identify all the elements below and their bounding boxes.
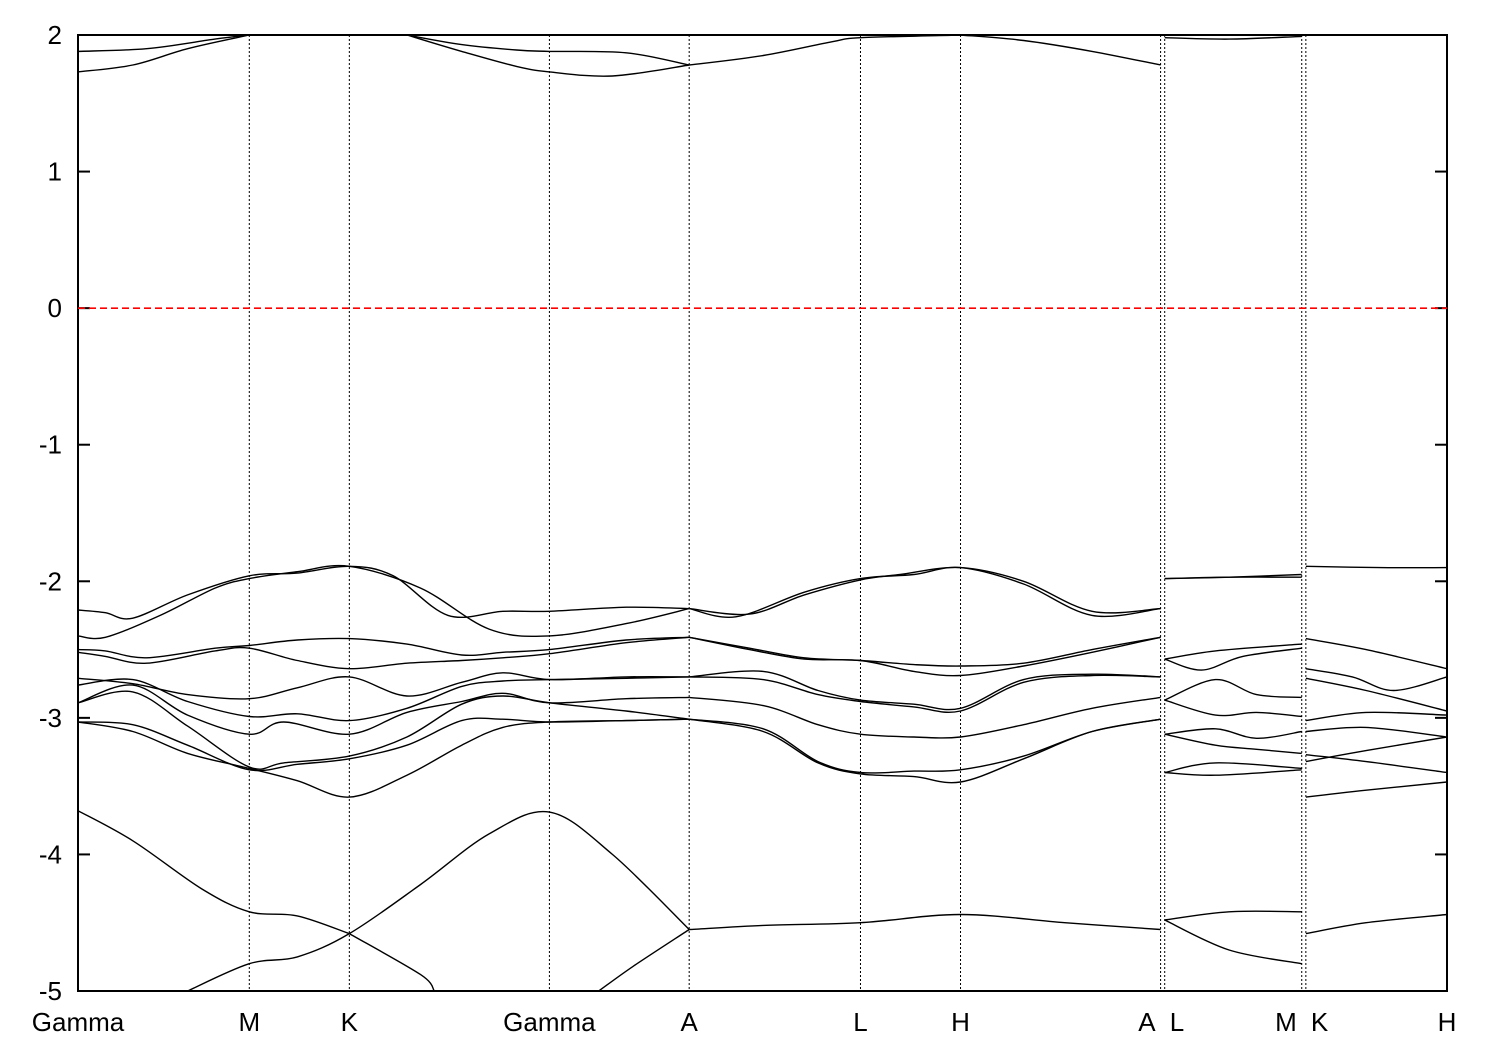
x-tick-label: Gamma: [503, 1007, 596, 1037]
band-line: [348, 932, 435, 991]
band-line: [689, 674, 1161, 714]
band-line: [78, 717, 690, 772]
band-line: [689, 718, 1161, 774]
band-line: [689, 670, 1161, 711]
x-tick-label: A: [681, 1007, 699, 1037]
band-line: [78, 35, 250, 53]
y-tick-label: -1: [39, 430, 62, 460]
band-line: [598, 928, 690, 991]
band-line: [960, 35, 1161, 66]
band-line: [1305, 781, 1447, 798]
band-line: [1164, 733, 1302, 755]
x-tick-label: M: [1275, 1007, 1297, 1037]
y-tick-label: -3: [39, 703, 62, 733]
x-tick-label: Gamma: [32, 1007, 125, 1037]
band-line: [1164, 647, 1302, 671]
band-line: [689, 566, 1161, 616]
band-line: [187, 810, 690, 991]
band-line: [1164, 910, 1302, 921]
band-line: [689, 696, 1161, 739]
bands: [78, 35, 1447, 991]
band-line: [78, 672, 690, 700]
y-axis: 2 1 0 -1 -2 -3 -4 -5: [39, 20, 1447, 1006]
band-line: [689, 636, 1161, 677]
y-tick-label: 0: [48, 293, 62, 323]
band-line: [1164, 728, 1302, 740]
band-line: [689, 566, 1161, 618]
band-line: [406, 35, 690, 66]
band-line: [1305, 913, 1447, 935]
band-line: [78, 718, 690, 798]
band-line: [78, 676, 690, 722]
x-tick-label: K: [1311, 1007, 1329, 1037]
band-line: [689, 718, 1161, 784]
x-tick-label: M: [238, 1007, 260, 1037]
band-line: [1164, 762, 1302, 774]
band-line: [1305, 711, 1447, 722]
band-line: [78, 35, 250, 73]
band-line: [1305, 668, 1447, 692]
band-line: [406, 35, 690, 77]
band-line: [689, 913, 1161, 931]
kpoint-dividers: [248, 35, 1307, 991]
band-line: [1305, 754, 1447, 774]
band-line: [1305, 726, 1447, 738]
band-line: [1164, 919, 1302, 965]
band-line: [1164, 769, 1302, 776]
y-tick-label: 1: [48, 157, 62, 187]
y-tick-label: 2: [48, 20, 62, 50]
band-line: [1164, 678, 1302, 701]
band-line: [1305, 736, 1447, 763]
x-tick-label: H: [1438, 1007, 1457, 1037]
band-line: [1305, 677, 1447, 712]
x-tick-label: H: [951, 1007, 970, 1037]
band-line: [78, 564, 690, 640]
band-line: [78, 684, 690, 735]
band-line: [78, 810, 350, 935]
y-tick-label: -4: [39, 839, 62, 869]
band-line: [1164, 35, 1302, 40]
band-line: [1164, 643, 1302, 660]
band-line: [1164, 699, 1302, 718]
band-line: [1305, 565, 1447, 569]
y-tick-label: -5: [39, 976, 62, 1006]
band-line: [1164, 576, 1302, 580]
plot-frame: [77, 34, 1448, 992]
band-line: [689, 35, 961, 66]
x-tick-label: K: [341, 1007, 359, 1037]
x-tick-label: L: [853, 1007, 867, 1037]
band-line: [78, 636, 690, 659]
x-tick-label: L: [1170, 1007, 1184, 1037]
x-axis: Gamma M K Gamma A L H A L M K H: [32, 1007, 1457, 1037]
band-line: [1305, 637, 1447, 670]
x-tick-label: A: [1138, 1007, 1156, 1037]
band-line: [78, 636, 690, 670]
y-tick-label: -2: [39, 566, 62, 596]
band-line: [78, 690, 690, 770]
band-line: [689, 636, 1161, 667]
